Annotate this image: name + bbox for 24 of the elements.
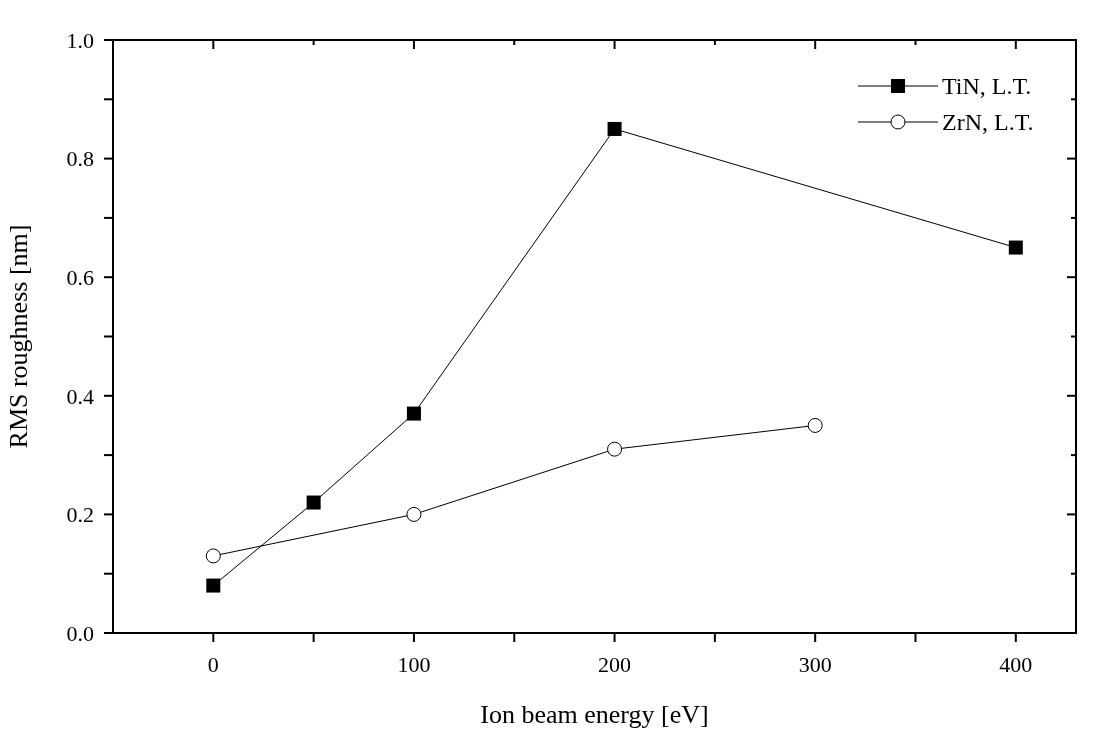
point xyxy=(607,441,623,457)
y-tick-label: 0.8 xyxy=(66,146,94,172)
x-tick-label: 400 xyxy=(999,651,1033,677)
y-axis-title: RMS roughness [nm] xyxy=(4,224,34,449)
legend-label: ZrN, L.T. xyxy=(942,108,1034,136)
point xyxy=(807,417,823,433)
point xyxy=(306,495,321,510)
point xyxy=(1008,240,1023,255)
text: 1.0 xyxy=(66,27,94,53)
x-tick-label: 100 xyxy=(397,651,431,677)
point xyxy=(205,548,221,564)
point xyxy=(406,506,422,522)
y-tick-label: 0.2 xyxy=(66,502,94,528)
text: 0.0 xyxy=(66,620,94,646)
point xyxy=(406,406,421,421)
point xyxy=(206,578,221,593)
y-tick-label: 0.6 xyxy=(66,265,94,291)
x-axis-title: Ion beam energy [eV] xyxy=(480,700,709,729)
point xyxy=(607,121,622,136)
legend-label: TiN, L.T. xyxy=(942,72,1032,100)
x-tick-label: 200 xyxy=(598,651,632,677)
y-tick-label: 0.4 xyxy=(66,383,94,409)
x-tick-label: 300 xyxy=(798,651,832,677)
x-tick-label: 0 xyxy=(207,651,219,677)
